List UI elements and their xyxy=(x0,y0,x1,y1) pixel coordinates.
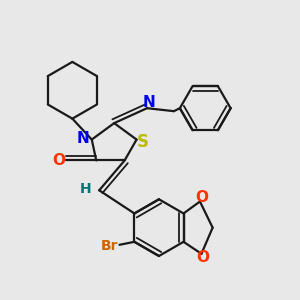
Text: O: O xyxy=(195,190,208,206)
Text: H: H xyxy=(80,182,92,196)
Text: N: N xyxy=(142,95,155,110)
Text: S: S xyxy=(137,133,149,151)
Text: N: N xyxy=(77,130,90,146)
Text: O: O xyxy=(196,250,209,265)
Text: Br: Br xyxy=(101,239,119,253)
Text: O: O xyxy=(52,153,65,168)
